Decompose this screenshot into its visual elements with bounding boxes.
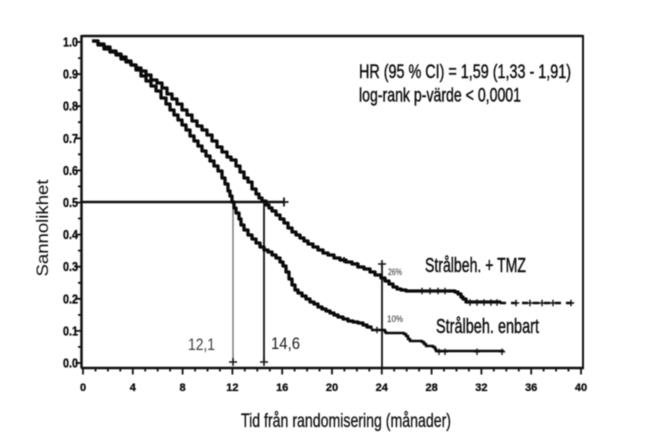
svg-text:0.4: 0.4 — [63, 227, 79, 242]
svg-text:36: 36 — [525, 382, 537, 394]
svg-text:32: 32 — [475, 382, 487, 394]
svg-text:Tid från randomisering (månade: Tid från randomisering (månader) — [241, 411, 451, 432]
svg-text:20: 20 — [326, 382, 338, 394]
svg-text:4: 4 — [130, 382, 137, 394]
svg-text:0.7: 0.7 — [63, 131, 78, 146]
svg-text:16: 16 — [276, 382, 288, 394]
svg-text:40: 40 — [575, 382, 587, 394]
svg-text:0.9: 0.9 — [63, 67, 78, 82]
svg-text:14,6: 14,6 — [271, 334, 300, 353]
svg-text:0: 0 — [80, 382, 86, 394]
svg-text:0.1: 0.1 — [63, 323, 78, 338]
svg-text:26%: 26% — [388, 267, 402, 278]
svg-text:Strålbeh. + TMZ: Strålbeh. + TMZ — [425, 255, 526, 277]
svg-text:0.5: 0.5 — [63, 195, 78, 210]
svg-text:0.2: 0.2 — [63, 291, 78, 306]
svg-text:Sannolikhet: Sannolikhet — [33, 179, 52, 276]
svg-text:8: 8 — [180, 382, 186, 394]
svg-text:28: 28 — [425, 382, 437, 394]
svg-text:0.3: 0.3 — [63, 259, 78, 274]
svg-text:24: 24 — [376, 382, 389, 394]
svg-text:HR (95 % CI) = 1,59 (1,33 - 1,: HR (95 % CI) = 1,59 (1,33 - 1,91) — [359, 62, 571, 83]
svg-text:12,1: 12,1 — [188, 335, 215, 354]
svg-text:10%: 10% — [387, 314, 403, 325]
svg-text:12: 12 — [226, 382, 238, 394]
svg-text:0.6: 0.6 — [63, 163, 78, 178]
svg-text:Strålbeh. enbart: Strålbeh. enbart — [436, 316, 539, 338]
svg-text:0.8: 0.8 — [63, 99, 78, 114]
svg-text:log-rank p-värde < 0,0001: log-rank p-värde < 0,0001 — [359, 86, 521, 107]
svg-text:0.0: 0.0 — [63, 356, 78, 371]
svg-text:1.0: 1.0 — [63, 35, 78, 50]
